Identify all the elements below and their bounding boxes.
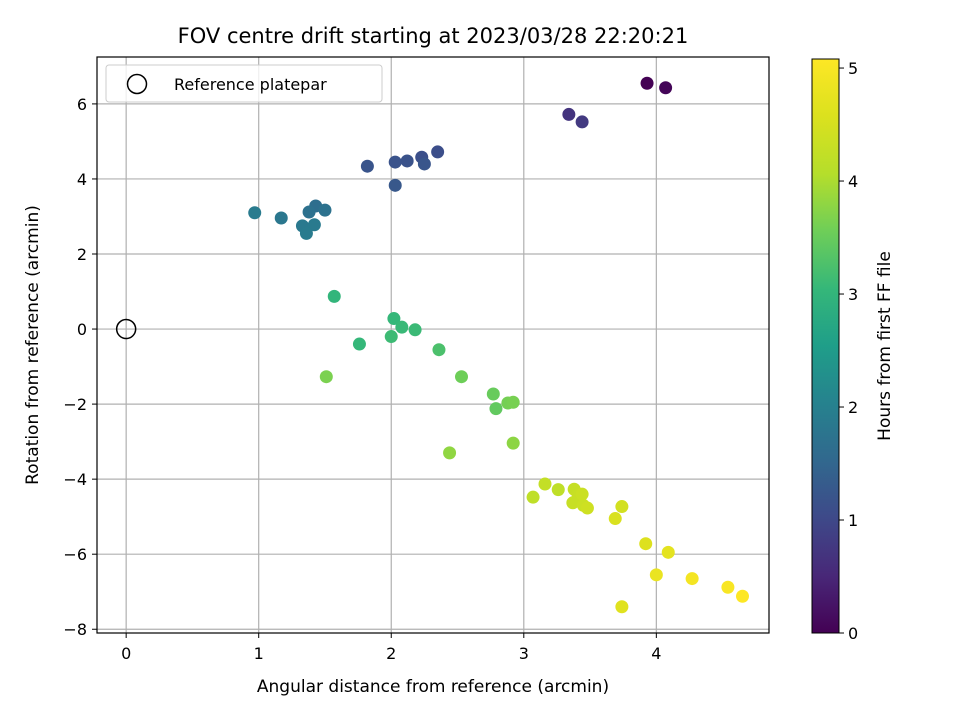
data-point — [649, 568, 663, 582]
data-point — [248, 206, 262, 220]
data-point — [327, 289, 341, 303]
data-point — [551, 483, 565, 497]
data-point — [489, 402, 503, 416]
y-tick-label: −8 — [63, 620, 87, 639]
data-point — [659, 81, 673, 95]
data-point — [319, 370, 333, 384]
data-point — [575, 115, 589, 129]
x-tick-label: 4 — [651, 644, 661, 663]
data-point — [575, 487, 589, 501]
x-axis-ticks: 0 1 2 3 4 — [121, 633, 661, 663]
legend: Reference platepar — [105, 64, 383, 103]
reference-marker — [115, 318, 137, 340]
x-tick-label: 0 — [121, 644, 131, 663]
data-point — [417, 157, 431, 171]
x-tick-label: 1 — [254, 644, 264, 663]
colorbar-tick-label: 2 — [848, 398, 858, 417]
y-tick-label: 2 — [77, 245, 87, 264]
data-point — [431, 145, 445, 159]
data-point — [562, 107, 576, 121]
y-axis-label: Rotation from reference (arcmin) — [23, 205, 43, 485]
data-point — [384, 330, 398, 344]
data-point — [408, 323, 422, 337]
data-point — [486, 387, 500, 401]
data-point — [307, 218, 321, 232]
data-point — [388, 155, 402, 169]
legend-box — [105, 64, 383, 103]
data-point — [526, 490, 540, 504]
data-point — [640, 76, 654, 90]
reference-platepar-point — [115, 318, 137, 340]
data-point — [506, 436, 520, 450]
data-point — [352, 337, 366, 351]
data-point — [685, 572, 699, 586]
colorbar-gradient — [811, 58, 840, 634]
colorbar-tick-label: 4 — [848, 172, 858, 191]
chart-title: FOV centre drift starting at 2023/03/28 … — [178, 24, 689, 48]
y-tick-label: 4 — [77, 170, 87, 189]
colorbar-tick-label: 3 — [848, 285, 858, 304]
data-point — [538, 477, 552, 491]
data-point — [506, 395, 520, 409]
data-point — [735, 589, 749, 603]
data-point — [580, 501, 594, 515]
data-point — [274, 211, 288, 225]
data-point — [388, 178, 402, 192]
data-point — [639, 537, 653, 551]
y-tick-label: −4 — [63, 470, 87, 489]
data-point — [318, 203, 332, 217]
colorbar-label: Hours from first FF file — [875, 251, 895, 441]
data-point — [661, 545, 675, 559]
plot-frame — [96, 56, 770, 634]
scatter-points — [248, 76, 749, 614]
data-point — [302, 205, 316, 219]
data-point — [360, 159, 374, 173]
data-point — [299, 226, 313, 240]
legend-entry-label: Reference platepar — [174, 75, 327, 94]
x-tick-label: 2 — [386, 644, 396, 663]
colorbar-tick-label: 0 — [848, 624, 858, 643]
data-point — [387, 312, 401, 326]
data-point — [615, 500, 629, 514]
y-tick-label: 0 — [77, 320, 87, 339]
colorbar: 0 1 2 3 4 5 Hours from first FF file — [811, 58, 895, 643]
data-point — [395, 320, 409, 334]
data-point — [721, 580, 735, 594]
data-point — [432, 343, 446, 357]
grid — [97, 57, 769, 633]
data-point — [608, 512, 622, 526]
y-tick-label: 6 — [77, 95, 87, 114]
colorbar-ticks: 0 1 2 3 4 5 — [839, 59, 858, 643]
y-tick-label: −2 — [63, 395, 87, 414]
data-point — [566, 496, 580, 510]
colorbar-tick-label: 5 — [848, 59, 858, 78]
legend-open-circle-marker — [126, 73, 148, 95]
data-point — [615, 600, 629, 614]
y-axis-ticks: −8 −6 −4 −2 0 2 4 6 — [63, 95, 97, 639]
data-point — [443, 446, 457, 460]
data-point — [454, 370, 468, 384]
x-axis-label: Angular distance from reference (arcmin) — [257, 677, 609, 697]
x-tick-label: 3 — [519, 644, 529, 663]
y-tick-label: −6 — [63, 545, 87, 564]
data-point — [400, 154, 414, 168]
colorbar-tick-label: 1 — [848, 511, 858, 530]
